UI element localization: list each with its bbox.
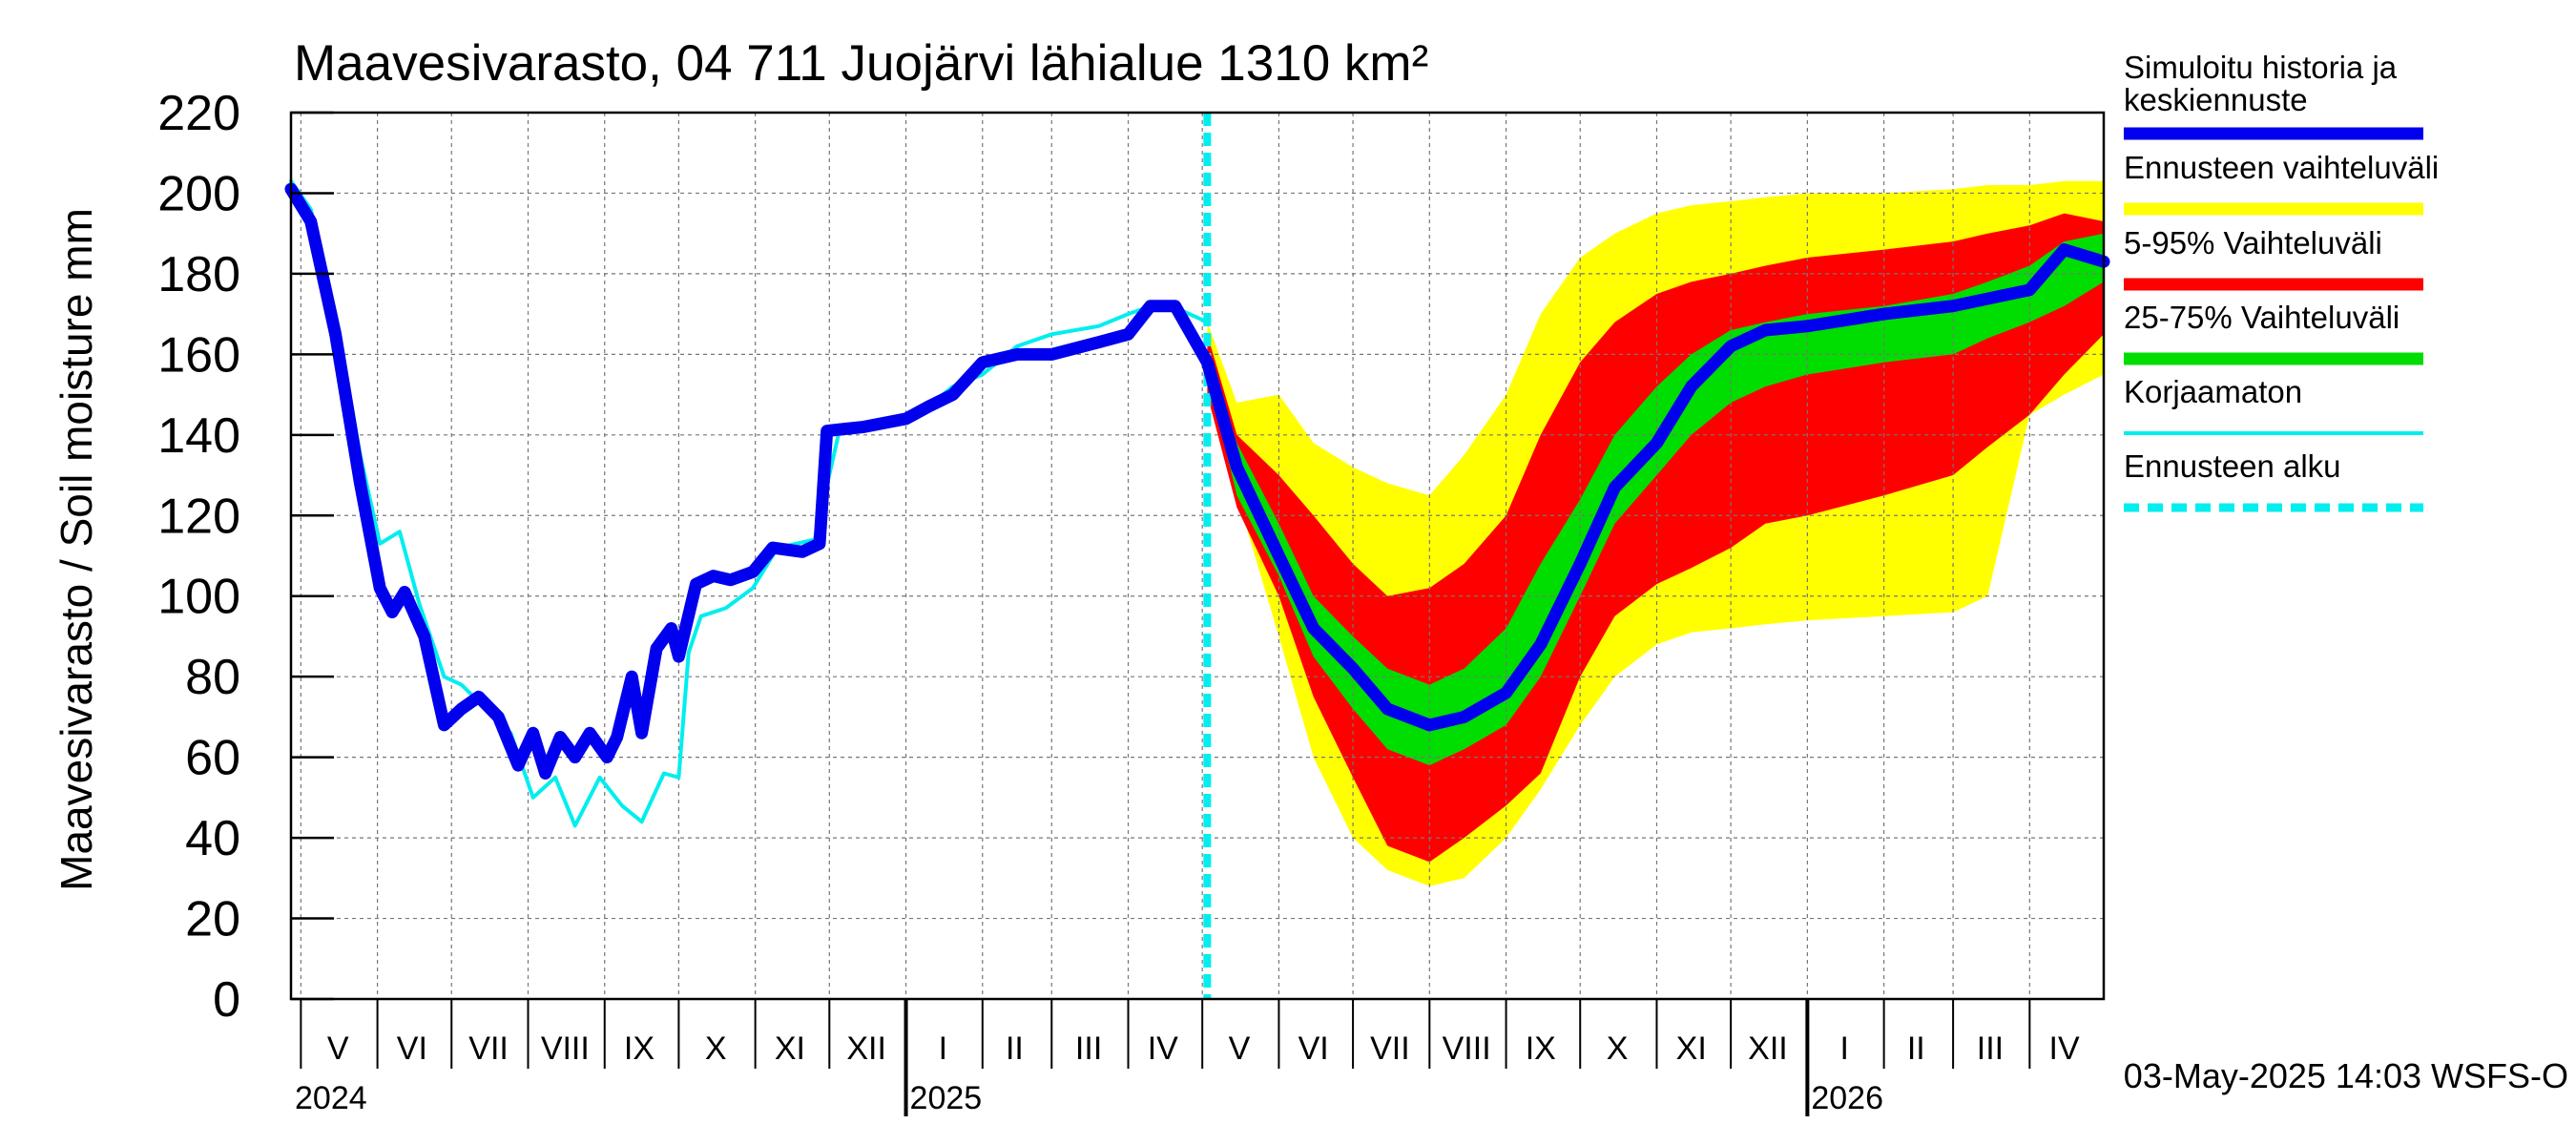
x-month-label: VII — [1370, 1030, 1410, 1067]
y-tick-label: 220 — [157, 86, 240, 141]
x-month-label: II — [1006, 1030, 1024, 1067]
x-month-label: VII — [468, 1030, 509, 1067]
x-month-label: II — [1907, 1030, 1925, 1067]
uncorrected-series-line — [289, 178, 1210, 828]
x-year-label: 2025 — [910, 1080, 983, 1116]
x-year-label: 2024 — [295, 1080, 367, 1116]
y-tick-label: 200 — [157, 166, 240, 221]
x-month-label: XI — [1676, 1030, 1707, 1067]
x-month-label: VIII — [541, 1030, 590, 1067]
x-month-label: V — [327, 1030, 349, 1067]
x-month-label: X — [1607, 1030, 1629, 1067]
y-tick-label: 60 — [185, 731, 240, 786]
y-tick-label: 100 — [157, 570, 240, 625]
series-lines — [284, 113, 2110, 999]
x-month-label: I — [939, 1030, 947, 1067]
y-tick-label: 40 — [185, 811, 240, 866]
legend-label: 5-95% Vaihteluväli — [2124, 225, 2382, 260]
x-month-label: XII — [846, 1030, 886, 1067]
x-month-label: VI — [397, 1030, 427, 1067]
legend-label: Korjaamaton — [2124, 374, 2302, 409]
range-band — [1207, 233, 2104, 766]
footer-timestamp: 03-May-2025 14:03 WSFS-O — [2124, 1056, 2568, 1095]
legend-label: Simuloitu historia ja — [2124, 50, 2398, 85]
legend-label: 25-75% Vaihteluväli — [2124, 300, 2399, 335]
y-axis-label: Maavesivarasto / Soil moisture mm — [52, 208, 101, 891]
x-month-label: XII — [1748, 1030, 1788, 1067]
x-month-label: IX — [624, 1030, 654, 1067]
x-month-label: VIII — [1443, 1030, 1491, 1067]
x-month-label: IX — [1526, 1030, 1556, 1067]
plot-frame — [289, 111, 2106, 1001]
x-month-label: IV — [2049, 1030, 2080, 1067]
y-tick-label: 180 — [157, 247, 240, 302]
legend-label: Ennusteen vaihteluväli — [2124, 150, 2439, 185]
x-month-label: VI — [1298, 1030, 1329, 1067]
x-month-label: IV — [1148, 1030, 1178, 1067]
y-tick-label: 0 — [213, 972, 240, 1028]
legend-label: Ennusteen alku — [2124, 448, 2341, 484]
x-month-label: I — [1839, 1030, 1848, 1067]
y-tick-label: 160 — [157, 327, 240, 383]
y-tick-label: 20 — [185, 892, 240, 947]
legend-label: keskiennuste — [2124, 82, 2308, 117]
x-month-label: XI — [775, 1030, 805, 1067]
grid-lines — [291, 112, 2104, 999]
y-tick-label: 140 — [157, 408, 240, 464]
y-tick-label: 80 — [185, 650, 240, 705]
chart-title: Maavesivarasto, 04 711 Juojärvi lähialue… — [294, 35, 1428, 92]
x-month-label: III — [1075, 1030, 1102, 1067]
simulated-series-line — [284, 182, 2110, 780]
x-year-label: 2026 — [1811, 1080, 1883, 1116]
x-month-label: X — [705, 1030, 727, 1067]
forecast-range-bands — [1207, 180, 2104, 886]
x-month-label: V — [1229, 1030, 1251, 1067]
x-month-label: III — [1977, 1030, 2004, 1067]
y-tick-label: 120 — [157, 489, 240, 544]
